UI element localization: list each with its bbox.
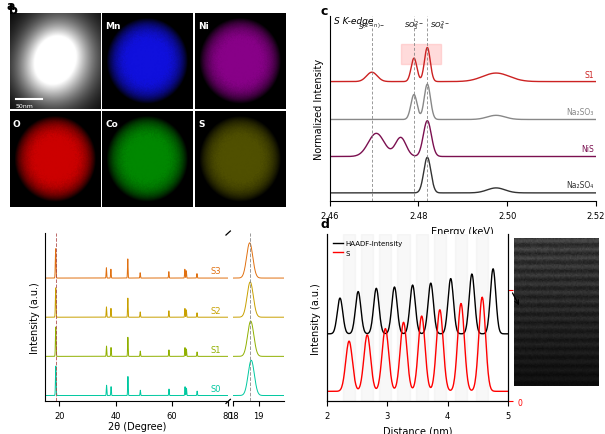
Text: 50nm: 50nm — [16, 104, 34, 109]
Text: S K-edge: S K-edge — [334, 16, 373, 26]
Text: a: a — [6, 0, 15, 13]
X-axis label: 2θ (Degree): 2θ (Degree) — [108, 421, 166, 431]
Text: Na₂SO₃: Na₂SO₃ — [566, 108, 594, 117]
Text: S0: S0 — [211, 384, 221, 393]
Text: Mn: Mn — [105, 22, 121, 31]
Text: b: b — [9, 4, 18, 17]
Text: NiS: NiS — [581, 145, 594, 153]
Y-axis label: Normalized Intensity: Normalized Intensity — [314, 59, 324, 160]
Bar — [434, 234, 446, 401]
Text: $SO_3^{2-}$: $SO_3^{2-}$ — [404, 20, 424, 33]
Text: Na₂SO₄: Na₂SO₄ — [566, 181, 594, 190]
X-axis label: Energy (keV): Energy (keV) — [431, 226, 494, 236]
Text: S: S — [198, 119, 204, 128]
Text: S1: S1 — [584, 71, 594, 80]
Bar — [416, 234, 428, 401]
Text: O: O — [13, 119, 21, 128]
Y-axis label: Intensity (a.u.): Intensity (a.u.) — [30, 282, 40, 353]
Text: c: c — [321, 5, 328, 18]
Bar — [476, 234, 488, 401]
Legend: HAADF-Intensity, S: HAADF-Intensity, S — [330, 238, 405, 259]
Text: Co: Co — [105, 119, 118, 128]
Bar — [379, 234, 391, 401]
Y-axis label: Atomic Fraction (%): Atomic Fraction (%) — [530, 280, 539, 355]
Y-axis label: Intensity (a.u.): Intensity (a.u.) — [311, 282, 321, 354]
Bar — [397, 234, 410, 401]
Text: Ni: Ni — [198, 22, 209, 31]
Bar — [455, 234, 467, 401]
Text: S2: S2 — [211, 306, 221, 315]
Bar — [361, 234, 373, 401]
Text: $S^{(2-n)-}$: $S^{(2-n)-}$ — [358, 22, 385, 33]
Bar — [343, 234, 355, 401]
Bar — [401, 45, 440, 65]
Text: S3: S3 — [211, 267, 221, 276]
Text: d: d — [321, 218, 330, 231]
Text: $SO_4^{2-}$: $SO_4^{2-}$ — [430, 20, 450, 33]
Text: S1: S1 — [211, 345, 221, 354]
X-axis label: Distance (nm): Distance (nm) — [383, 426, 452, 434]
